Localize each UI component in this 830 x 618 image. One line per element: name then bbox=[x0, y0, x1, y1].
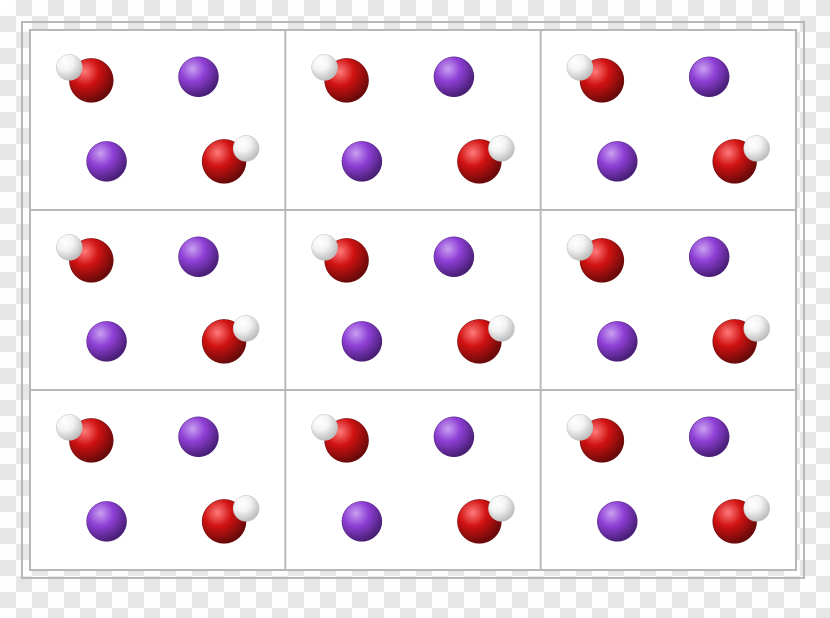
H-atom bbox=[488, 495, 514, 521]
K-atom bbox=[179, 57, 219, 97]
H-atom bbox=[233, 495, 259, 521]
K-atom bbox=[179, 417, 219, 457]
H-atom bbox=[312, 414, 338, 440]
H-atom bbox=[233, 315, 259, 341]
K-atom bbox=[689, 57, 729, 97]
H-atom bbox=[488, 135, 514, 161]
H-atom bbox=[567, 234, 593, 260]
H-atom bbox=[488, 315, 514, 341]
K-atom bbox=[342, 321, 382, 361]
H-atom bbox=[312, 54, 338, 80]
H-atom bbox=[567, 414, 593, 440]
H-atom bbox=[233, 135, 259, 161]
crystal-lattice-diagram bbox=[0, 0, 830, 618]
K-atom bbox=[434, 57, 474, 97]
K-atom bbox=[87, 321, 127, 361]
K-atom bbox=[689, 417, 729, 457]
H-atom bbox=[56, 54, 82, 80]
K-atom bbox=[434, 237, 474, 277]
K-atom bbox=[179, 237, 219, 277]
H-atom bbox=[56, 234, 82, 260]
K-atom bbox=[597, 321, 637, 361]
H-atom bbox=[312, 234, 338, 260]
K-atom bbox=[87, 501, 127, 541]
K-atom bbox=[689, 237, 729, 277]
K-atom bbox=[87, 141, 127, 181]
K-atom bbox=[434, 417, 474, 457]
K-atom bbox=[597, 501, 637, 541]
K-atom bbox=[597, 141, 637, 181]
H-atom bbox=[744, 495, 770, 521]
H-atom bbox=[567, 54, 593, 80]
H-atom bbox=[744, 315, 770, 341]
H-atom bbox=[744, 135, 770, 161]
K-atom bbox=[342, 501, 382, 541]
K-atom bbox=[342, 141, 382, 181]
H-atom bbox=[56, 414, 82, 440]
inner-frame bbox=[30, 30, 796, 570]
